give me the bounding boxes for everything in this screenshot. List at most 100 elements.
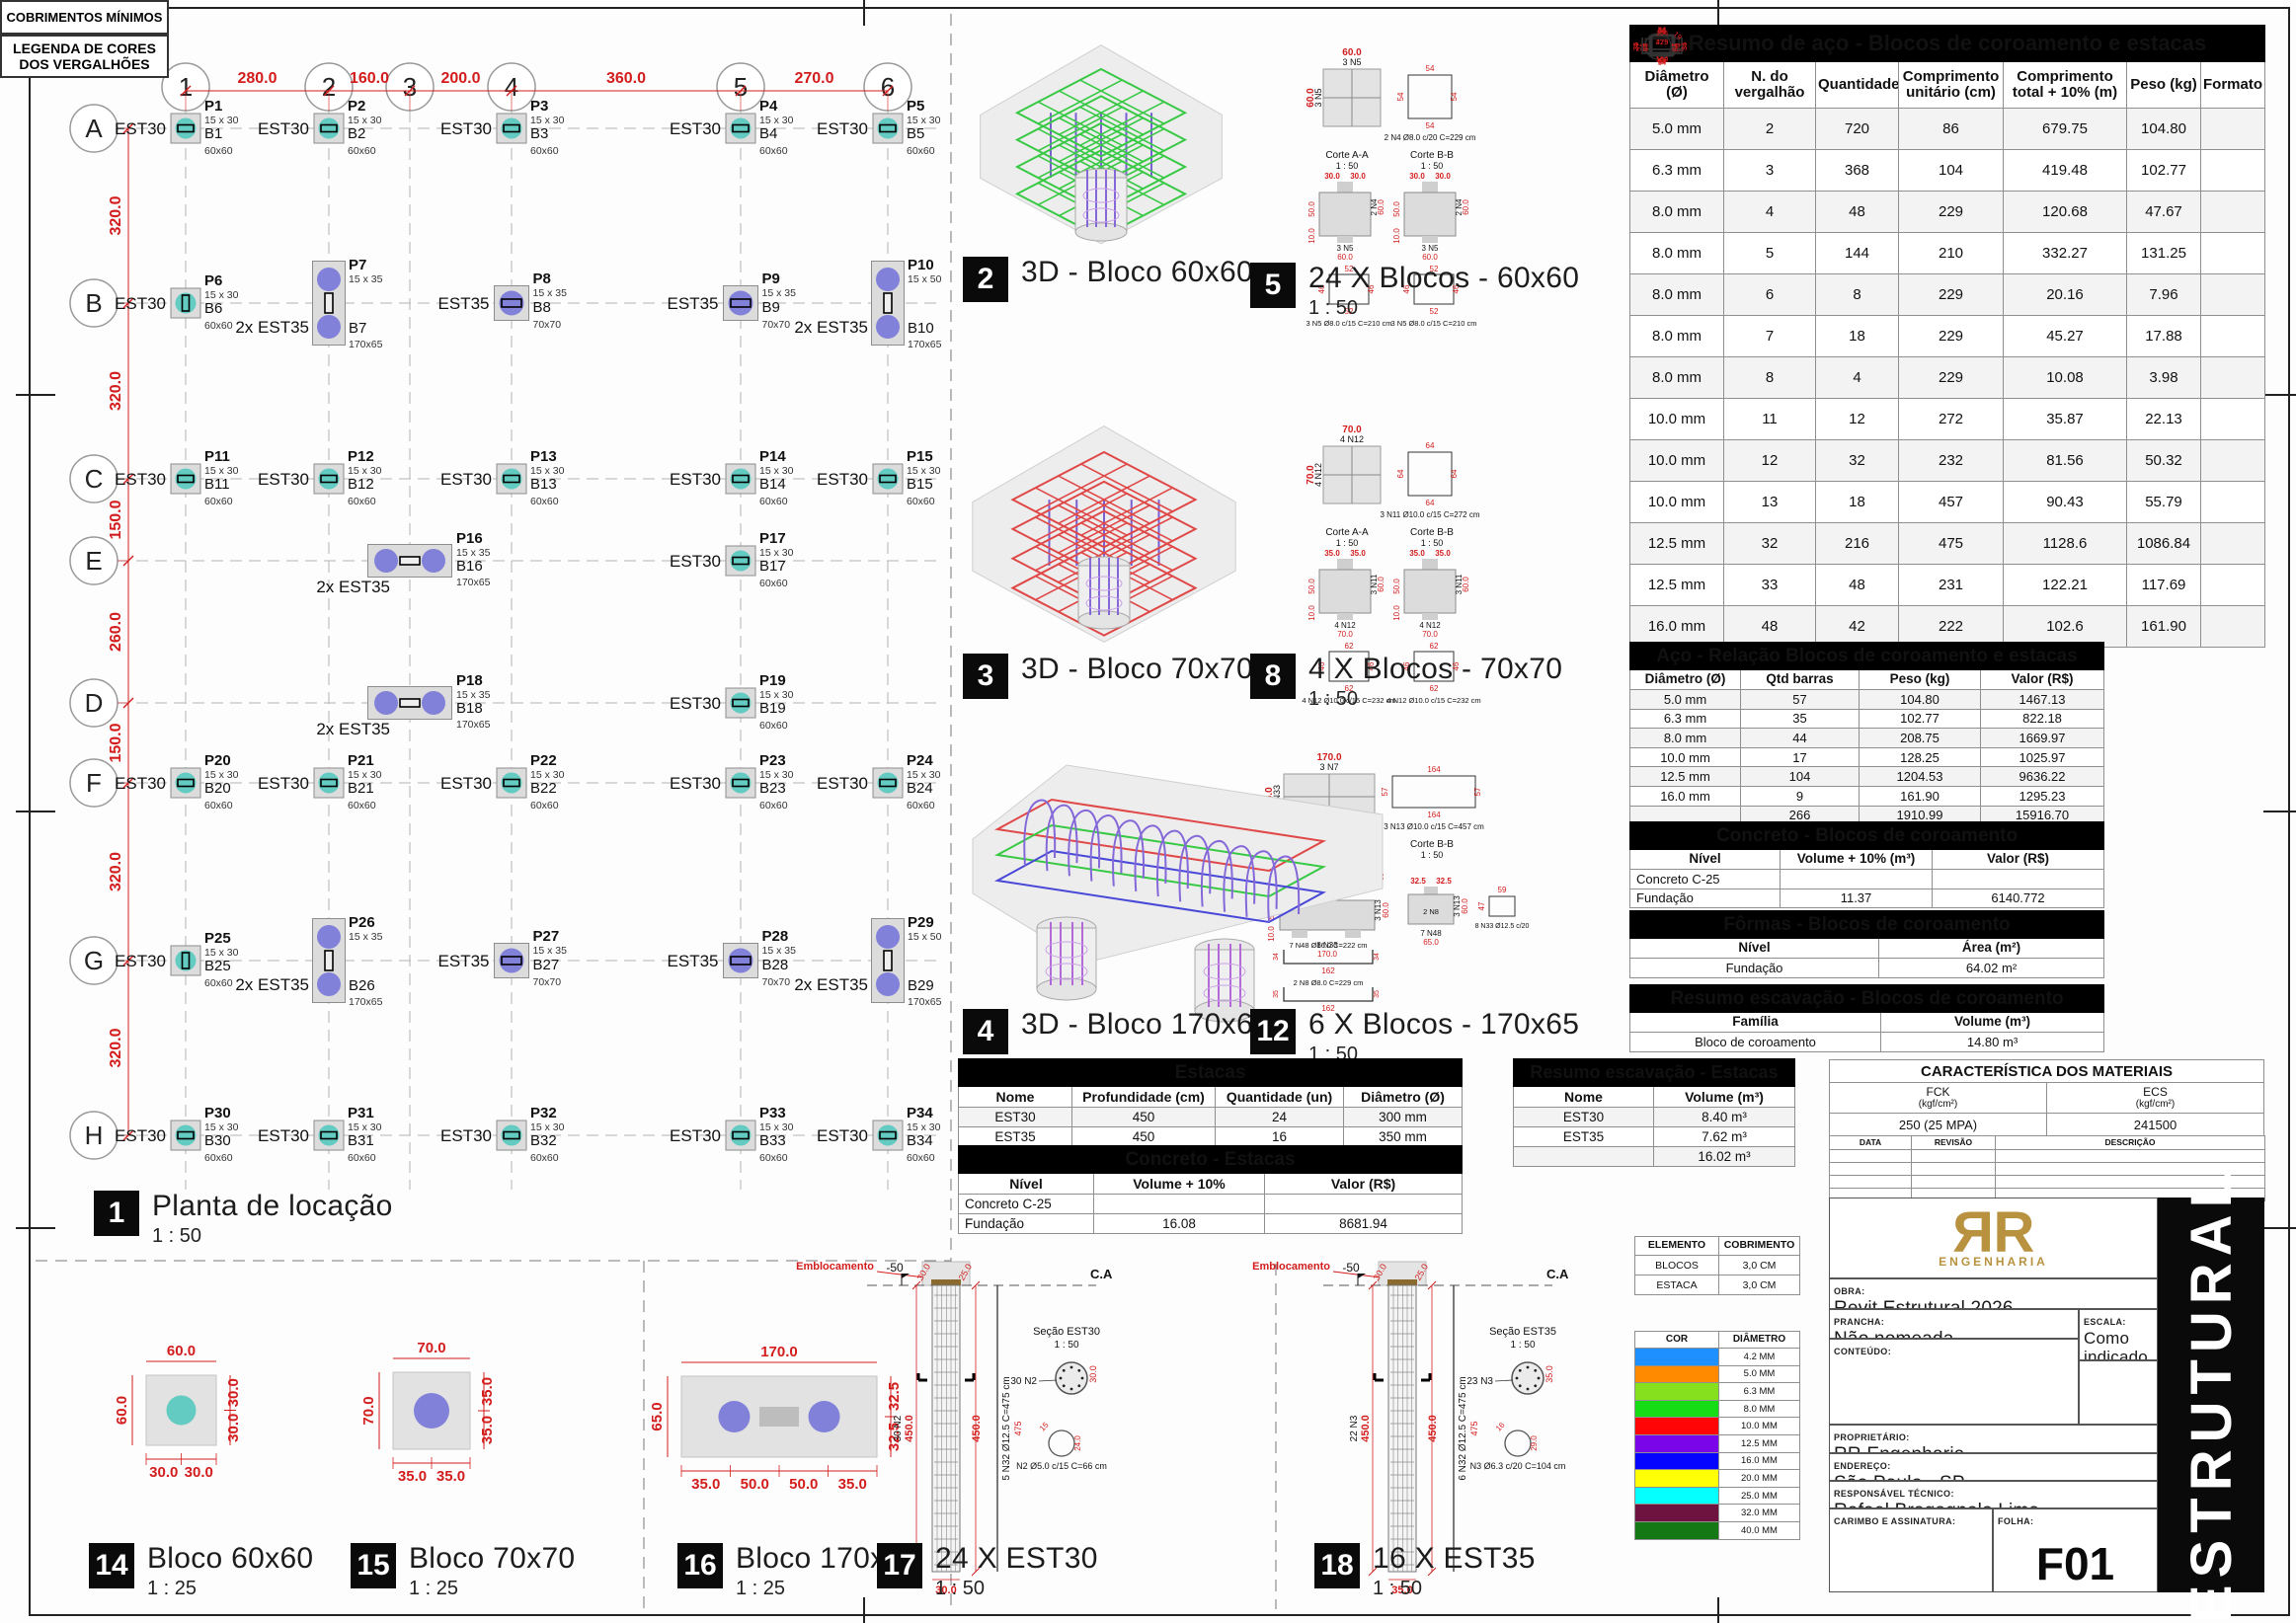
view-number: 12: [1250, 1009, 1296, 1054]
table-cell: 12: [1723, 439, 1816, 482]
column-P22: [503, 778, 520, 788]
label-est: EST30: [258, 119, 309, 138]
annotation: 10.0: [1392, 605, 1401, 621]
table-cell: 13: [1644, 30, 2266, 150]
cobrimentos-table: ELEMENTO COBRIMENTO BLOCOS 3,0 CM ESTACA 3,0 …: [1634, 1236, 1800, 1295]
table-cell: 16.02 m³: [1653, 1146, 1795, 1167]
field-escala: ESCALA: Como indicado: [2079, 1309, 2158, 1360]
label-blk-size: 60x60: [907, 1152, 935, 1164]
label-col-size: 15 x 30: [759, 769, 794, 781]
line: [1059, 90, 1144, 136]
line: [1332, 1271, 1382, 1278]
line: [1037, 106, 1123, 152]
view-title-wrap: Bloco 70x70 1 : 25: [409, 1543, 575, 1600]
view-title-wrap: 3D - Bloco 170x65: [1021, 1009, 1270, 1041]
label-b: B13: [530, 476, 557, 493]
table-cell: 208.75: [1859, 728, 1981, 748]
label-p: P12: [348, 448, 374, 465]
cage-ring: [1014, 67, 1188, 158]
table-cell: 102.77: [2126, 149, 2201, 192]
line: [971, 1567, 981, 1577]
line: [1427, 1280, 1437, 1290]
label-est: EST30: [670, 774, 721, 793]
column-P31: [320, 1130, 338, 1140]
label-col-size: 15 x 30: [530, 465, 565, 477]
annotation: 10.0: [1392, 228, 1401, 244]
label-b: B9: [762, 299, 780, 316]
annotation: 162: [1321, 1004, 1335, 1013]
annotation: 10.0: [1307, 228, 1316, 244]
label-est: 2x EST35: [316, 578, 390, 596]
label-p: P22: [530, 752, 557, 769]
view-title: 24 X Blocos - 60x60: [1308, 262, 1580, 294]
dim-label: 30.0: [225, 1414, 242, 1442]
annotation: 46: [1317, 661, 1326, 670]
label-p: P16: [456, 530, 483, 547]
label-col-size: 15 x 30: [759, 547, 794, 559]
annotation: 3 N7: [1319, 762, 1338, 772]
line: [1058, 504, 1150, 554]
line: [876, 1271, 925, 1278]
view-label-2: 2 3D - Bloco 60x60: [963, 257, 1253, 302]
rect: [1424, 887, 1438, 894]
column-P19: [732, 698, 750, 708]
view-label-14: 14 Bloco 60x60 1 : 25: [89, 1543, 313, 1600]
table-cell: 1295.23: [1979, 785, 2105, 807]
label-p: P8: [533, 270, 551, 287]
label-b: B4: [759, 125, 777, 142]
legend-color-6.3 MM: [1634, 1382, 1719, 1401]
line: [1059, 116, 1144, 163]
legend-color-8.0 MM: [1634, 1399, 1719, 1419]
table-cell: 6: [1723, 273, 1816, 316]
annotation: 1 : 50: [1510, 1340, 1535, 1351]
label-col-size: 15 x 30: [348, 115, 382, 126]
dim-label: 30.0: [149, 1464, 178, 1481]
table-cell: 50.32: [2126, 439, 2201, 482]
column-P25: [181, 952, 191, 969]
view-number: 4: [963, 1009, 1008, 1054]
label-est: 2x EST35: [235, 975, 309, 994]
table-cell: 16.0 MM: [1718, 1451, 1800, 1471]
annotation: 60.0: [1306, 88, 1316, 108]
label-blk-size: 60x60: [204, 145, 233, 157]
column-stub: [1337, 559, 1353, 570]
label-b: B22: [530, 780, 557, 797]
annotation: 59: [1498, 886, 1507, 894]
label-col-size: 15 x 30: [204, 1121, 239, 1133]
table-cell: 162 35 35: [1631, 37, 2266, 399]
view-title-wrap: Bloco 60x60 1 : 25: [147, 1543, 313, 1600]
column-header: Área (m²): [1878, 938, 2104, 959]
legend-color-4.2 MM: [1634, 1348, 1719, 1366]
label-est: EST30: [115, 294, 166, 313]
view-title-wrap: 4 X Blocos - 70x70 1 : 50: [1308, 654, 1562, 711]
field-endereco: ENDEREÇO: São Paulo - SP: [1829, 1453, 2158, 1481]
table-cell: EST30: [1513, 1107, 1654, 1127]
label-b: B29: [908, 977, 934, 994]
pile-stub: [1422, 613, 1438, 620]
section-bars: 23 N3: [1466, 1376, 1493, 1387]
label-blk-size: 70x70: [762, 319, 791, 331]
column-header: Valor (R$): [1263, 1173, 1464, 1195]
annotation: 62: [1430, 684, 1439, 693]
column-header: DATA: [1829, 1135, 1912, 1150]
column-P34: [879, 1130, 897, 1140]
annotation: 3 N5 Ø8.0 c/15 C=210 cm: [1306, 319, 1392, 328]
line: [1058, 475, 1150, 524]
legend-color-10.0 MM: [1634, 1417, 1719, 1435]
concrete-blocks-table: Concreto - Blocos de coroamento Nível Volu…: [1628, 821, 2105, 909]
table-cell: [1931, 869, 2105, 889]
field-responsavel: RESPONSÁVEL TÉCNICO: Rafael Bragagnolo L…: [1829, 1481, 2158, 1508]
table-cell: 231: [1898, 564, 2004, 606]
corte-title: Corte A-A: [1325, 527, 1369, 538]
table-cell: 475: [1898, 522, 2004, 565]
annotation: 8 N33 Ø12.5 c/20: [1475, 923, 1530, 930]
corte-title: Corte A-A: [1325, 150, 1369, 161]
cage-loop: [1178, 834, 1212, 902]
rect: [1345, 930, 1361, 938]
label-est: EST30: [115, 1126, 166, 1145]
legend-color-12.5 MM: [1634, 1433, 1719, 1453]
label-blk-size: 60x60: [907, 800, 935, 812]
label-est: EST30: [440, 1126, 492, 1145]
label-p: P34: [907, 1105, 933, 1121]
cage-loop: [1023, 799, 1057, 867]
